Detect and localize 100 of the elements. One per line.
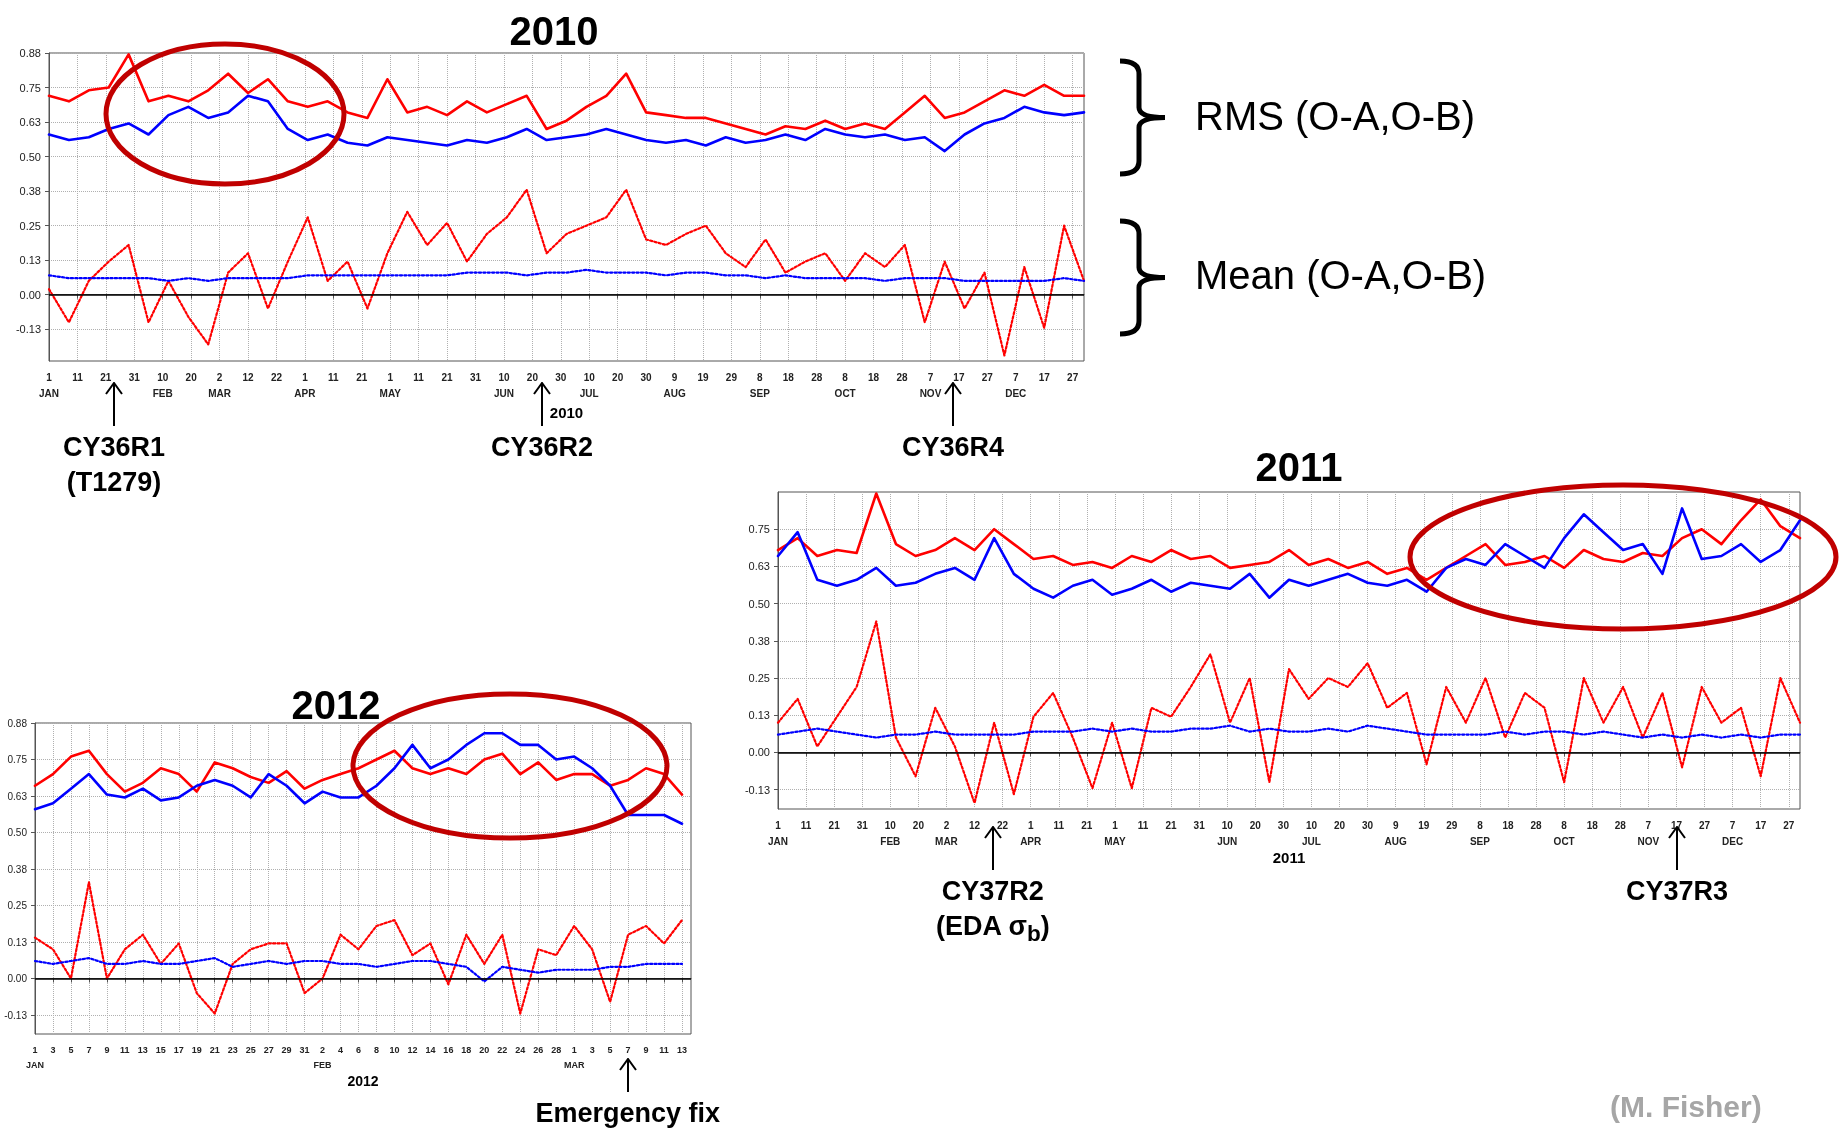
x-tick-label: 3: [589, 1044, 595, 1055]
x-tick-label: 21: [441, 371, 454, 383]
x-tick-label: 31: [1193, 819, 1206, 831]
text: CY37R2 (EDA σ$_{b}$): [936, 875, 1050, 949]
x-tick-label: 11: [1053, 819, 1065, 831]
x-tick-label: 21: [209, 1044, 220, 1055]
x-tick-label: 22: [270, 371, 283, 383]
y-tick-label: -0.13: [744, 783, 770, 796]
x-tick-label: 16: [443, 1044, 454, 1055]
x-tick-label: 3: [50, 1044, 56, 1055]
line-series: [47, 94, 1086, 153]
x-tick-label: 1 MAY: [379, 371, 402, 399]
x-tick-label: 28: [1614, 819, 1627, 831]
x-tick-label: 4: [338, 1044, 344, 1055]
y-tick-label: 0.13: [7, 936, 28, 948]
y-tick-label: 0.00: [748, 746, 770, 759]
text: CY36R1 (T1279): [63, 431, 166, 500]
x-tick-label: 20: [526, 371, 539, 383]
x-tick-label: 21: [100, 371, 112, 383]
x-tick-label: 8 OCT: [1553, 819, 1575, 847]
x-tick-label: 10 JUL: [579, 371, 599, 399]
x-tick-label: 10: [389, 1044, 400, 1055]
x-tick-label: 1 MAR: [563, 1044, 585, 1070]
x-tick-label: 19: [191, 1044, 202, 1055]
y-tick-label: 0.75: [748, 523, 770, 536]
x-tick-label: 11: [120, 1044, 130, 1055]
text: (M. Fisher): [1610, 1090, 1762, 1124]
x-tick-label: 2 MAR: [935, 819, 959, 847]
x-tick-label: 8 SEP: [1469, 819, 1491, 847]
x-tick-label: 12: [242, 371, 255, 383]
x-tick-label: 1 MAY: [1104, 819, 1126, 847]
x-tick-label: 20: [1333, 819, 1346, 831]
x-tick-label: 15: [155, 1044, 166, 1055]
y-tick-label: 0.38: [748, 634, 770, 647]
y-tick-label: 0.00: [19, 288, 41, 301]
x-tick-label: 13: [137, 1044, 148, 1055]
x-tick-label: 30: [555, 371, 567, 383]
y-tick-label: 0.38: [19, 185, 41, 198]
x-axis-title: 2011: [1272, 848, 1306, 866]
x-tick-label: 1 JAN: [25, 1044, 45, 1070]
x-tick-label: 11: [800, 819, 812, 831]
line-series: [776, 492, 1802, 582]
x-tick-label: 17: [173, 1044, 184, 1055]
x-tick-label: 10 JUN: [1217, 819, 1238, 847]
x-tick-label: 20: [479, 1044, 490, 1055]
line-series: [33, 956, 684, 983]
x-tick-label: 9 AUG: [1384, 819, 1408, 847]
x-tick-label: 21: [828, 819, 841, 831]
y-tick-label: -0.13: [4, 1009, 28, 1021]
x-tick-label: 20: [612, 371, 624, 383]
x-tick-label: 20: [1249, 819, 1262, 831]
x-tick-label: 1 JAN: [767, 819, 789, 847]
line-series: [776, 620, 1802, 805]
y-tick-label: 0.88: [19, 47, 41, 59]
x-tick-label: 2 FEB: [313, 1044, 333, 1070]
x-tick-label: 26: [533, 1044, 544, 1055]
x-tick-label: 22: [497, 1044, 508, 1055]
x-tick-label: 5: [68, 1044, 74, 1055]
x-tick-label: 28: [551, 1044, 562, 1055]
x-tick-label: 11: [659, 1044, 669, 1055]
x-axis-title: 2012: [347, 1073, 379, 1089]
x-tick-label: 24: [515, 1044, 526, 1055]
y-tick-label: 0.13: [19, 254, 41, 267]
x-tick-label: 29: [281, 1044, 292, 1055]
line-series: [47, 53, 1086, 136]
x-tick-label: 7 NOV: [1637, 819, 1660, 847]
x-tick-label: 27: [981, 371, 994, 383]
x-tick-label: 20: [912, 819, 925, 831]
text: CY36R4: [902, 431, 1005, 464]
x-tick-label: 7: [625, 1044, 631, 1055]
x-tick-label: 30: [1277, 819, 1290, 831]
line-series: [33, 731, 684, 826]
x-tick-label: 6: [356, 1044, 362, 1055]
y-tick-label: 0.25: [19, 219, 41, 232]
x-axis-title: 2010: [549, 404, 584, 421]
x-tick-label: 7 DEC: [1722, 819, 1744, 847]
line-series: [33, 881, 684, 1015]
x-tick-label: 30: [1362, 819, 1374, 831]
x-tick-label: 7: [86, 1044, 92, 1055]
y-tick-label: 0.25: [748, 672, 770, 685]
x-tick-label: 10 FEB: [152, 371, 173, 399]
line-series: [776, 507, 1802, 599]
x-tick-label: 7 NOV: [919, 371, 942, 399]
x-tick-label: 14: [425, 1044, 436, 1055]
line-series: [47, 188, 1086, 357]
x-tick-label: 28: [896, 371, 909, 383]
x-tick-label: 18: [868, 371, 880, 383]
line-series: [33, 749, 684, 796]
x-tick-label: 28: [811, 371, 823, 383]
chart-title: 2011: [1255, 445, 1343, 489]
y-tick-label: 0.63: [7, 790, 28, 802]
x-tick-label: 18: [461, 1044, 472, 1055]
x-tick-label: 19: [1418, 819, 1430, 831]
y-tick-label: 0.63: [748, 560, 770, 573]
x-tick-label: 10 JUL: [1302, 819, 1321, 847]
x-tick-label: 18: [782, 371, 795, 383]
y-tick-label: 0.50: [19, 150, 41, 163]
x-tick-label: 29: [1446, 819, 1458, 831]
x-tick-label: 1 JAN: [38, 371, 60, 399]
x-tick-label: 22: [997, 819, 1009, 831]
